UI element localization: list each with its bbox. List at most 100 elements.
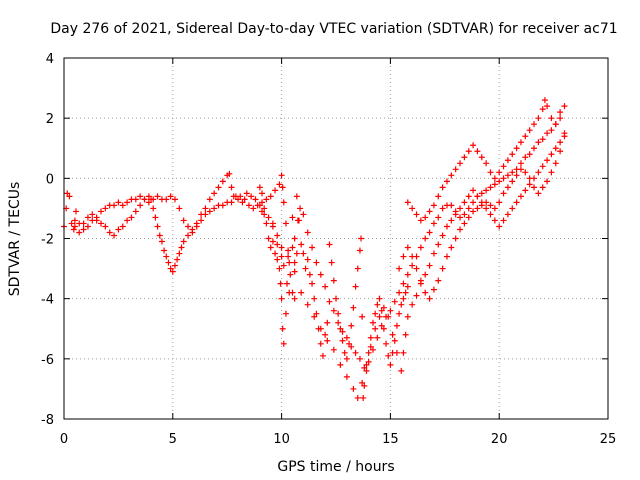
data-point xyxy=(443,253,450,260)
data-point xyxy=(470,142,477,149)
data-point xyxy=(137,193,144,200)
data-point xyxy=(443,178,450,185)
data-point xyxy=(400,349,407,356)
data-point xyxy=(259,199,266,206)
data-point xyxy=(274,256,281,263)
data-point xyxy=(422,214,429,221)
data-point xyxy=(439,265,446,272)
data-point xyxy=(180,238,187,245)
data-point xyxy=(404,244,411,251)
data-point xyxy=(71,217,78,224)
data-point xyxy=(448,172,455,179)
data-point xyxy=(282,220,289,227)
data-point xyxy=(391,298,398,305)
data-point xyxy=(478,190,485,197)
data-point xyxy=(500,175,507,182)
data-point xyxy=(293,250,300,257)
data-point xyxy=(167,193,174,200)
data-point xyxy=(504,172,511,179)
y-tick-label: -6 xyxy=(41,353,54,368)
data-point xyxy=(158,238,165,245)
data-point xyxy=(500,190,507,197)
data-point xyxy=(491,175,498,182)
data-point xyxy=(350,304,357,311)
data-point xyxy=(483,160,490,167)
data-point xyxy=(272,187,279,194)
data-point xyxy=(487,202,494,209)
y-tick-label: 0 xyxy=(46,172,54,187)
data-point xyxy=(294,217,301,224)
data-point xyxy=(474,205,481,212)
data-point xyxy=(219,202,226,209)
data-point xyxy=(513,145,520,152)
data-point xyxy=(426,295,433,302)
data-point xyxy=(150,196,157,203)
data-point xyxy=(348,322,355,329)
data-point xyxy=(561,103,568,110)
data-point xyxy=(402,331,409,338)
data-point xyxy=(478,199,485,206)
data-point xyxy=(474,193,481,200)
data-point xyxy=(226,170,233,177)
data-point xyxy=(176,250,183,257)
y-tick-label: 4 xyxy=(46,52,54,67)
data-point xyxy=(465,214,472,221)
data-point xyxy=(365,358,372,365)
data-point xyxy=(470,199,477,206)
data-point xyxy=(261,211,268,218)
data-point xyxy=(259,190,266,197)
data-point xyxy=(80,226,87,233)
data-point xyxy=(457,160,464,167)
data-point xyxy=(154,193,161,200)
data-point xyxy=(339,337,346,344)
data-point xyxy=(363,361,370,368)
data-point xyxy=(70,226,77,233)
data-point xyxy=(350,385,357,392)
data-point xyxy=(409,205,416,212)
data-point xyxy=(465,205,472,212)
data-point xyxy=(435,193,442,200)
data-point xyxy=(487,211,494,218)
data-point xyxy=(504,184,511,191)
x-tick-label: 20 xyxy=(491,432,508,447)
data-point xyxy=(313,259,320,266)
data-point xyxy=(330,307,337,314)
data-point xyxy=(391,337,398,344)
data-point xyxy=(279,184,286,191)
data-point xyxy=(337,361,344,368)
data-point xyxy=(326,298,333,305)
data-point xyxy=(102,223,109,230)
data-point xyxy=(211,190,218,197)
data-point xyxy=(439,184,446,191)
data-point xyxy=(496,199,503,206)
data-point xyxy=(267,193,274,200)
data-point xyxy=(400,295,407,302)
data-point xyxy=(282,310,289,317)
data-point xyxy=(509,205,516,212)
data-point xyxy=(277,280,284,287)
data-point xyxy=(435,241,442,248)
data-point xyxy=(72,208,79,215)
data-point xyxy=(439,205,446,212)
data-point xyxy=(339,328,346,335)
data-point xyxy=(317,325,324,332)
data-point xyxy=(430,286,437,293)
data-point xyxy=(343,355,350,362)
data-point xyxy=(393,349,400,356)
data-point xyxy=(291,259,298,266)
data-point xyxy=(311,313,318,320)
data-point xyxy=(365,349,372,356)
data-point xyxy=(346,340,353,347)
data-point xyxy=(335,319,342,326)
data-point xyxy=(426,208,433,215)
data-point xyxy=(137,202,144,209)
data-point xyxy=(313,310,320,317)
data-point xyxy=(324,337,331,344)
data-point xyxy=(496,169,503,176)
data-point xyxy=(278,295,285,302)
data-point xyxy=(124,217,131,224)
data-point xyxy=(541,97,548,104)
data-point xyxy=(306,271,313,278)
data-point xyxy=(291,235,298,242)
data-point xyxy=(178,244,185,251)
